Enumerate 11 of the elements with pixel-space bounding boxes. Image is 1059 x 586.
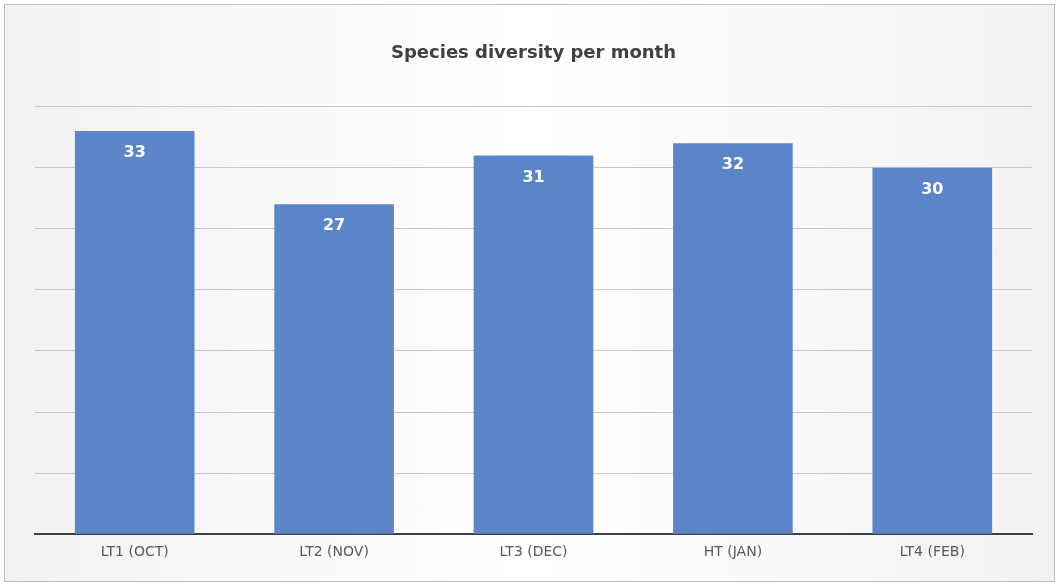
data-label: 31	[522, 166, 545, 186]
data-label: 30	[921, 178, 944, 198]
x-tick-label: LT3 (DEC)	[499, 543, 568, 560]
x-tick-label: LT2 (NOV)	[299, 543, 369, 560]
data-label: 32	[721, 154, 745, 174]
chart-title: Species diversity per month	[390, 41, 677, 63]
data-label: 33	[123, 142, 146, 162]
x-tick-label: LT1 (OCT)	[100, 543, 169, 560]
data-label: 27	[322, 215, 346, 235]
x-tick-label: LT4 (FEB)	[899, 543, 965, 560]
x-tick-label: HT (JAN)	[703, 543, 763, 560]
